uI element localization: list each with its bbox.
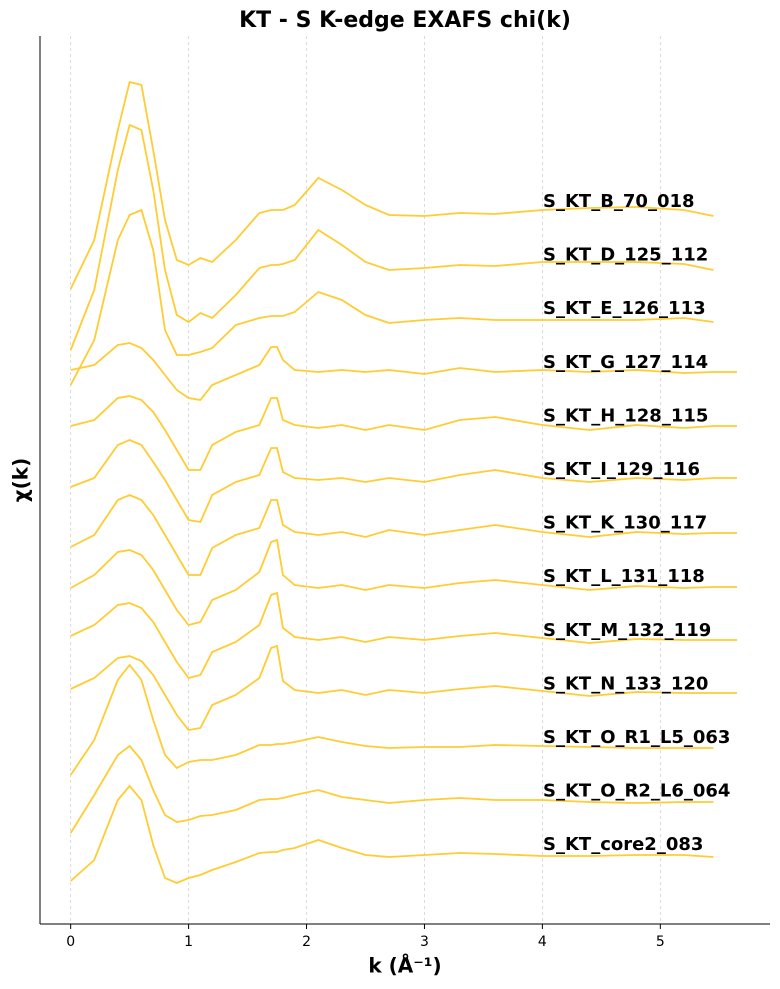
series-line — [69, 208, 714, 386]
series-line — [70, 395, 737, 471]
series-line — [70, 494, 737, 576]
x-tick-label: 3 — [420, 934, 429, 950]
series-label: S_KT_K_130_117 — [543, 513, 707, 534]
series-label: S_KT_E_126_113 — [543, 298, 706, 319]
series-label: S_KT_core2_083 — [543, 834, 703, 855]
series-label: S_KT_L_131_118 — [543, 566, 705, 587]
x-tick-label: 1 — [184, 934, 193, 950]
series-label: S_KT_B_70_018 — [543, 191, 695, 212]
series-line — [70, 538, 737, 627]
series-label: S_KT_G_127_114 — [543, 352, 708, 373]
series-label: S_KT_I_129_116 — [543, 459, 700, 480]
y-axis-label: χ(k) — [9, 458, 33, 502]
series-line — [70, 439, 737, 524]
x-axis-label: k (Å⁻¹) — [368, 954, 441, 978]
series-label: S_KT_N_133_120 — [543, 673, 708, 694]
x-tick-label: 0 — [66, 934, 75, 950]
series-line — [69, 744, 714, 834]
x-tick-label: 4 — [538, 934, 547, 950]
series-label: S_KT_M_132_119 — [543, 620, 711, 641]
series-line — [70, 644, 737, 731]
x-tick-label: 5 — [656, 934, 665, 950]
series-line — [69, 663, 714, 776]
series-label: S_KT_O_R2_L6_064 — [543, 781, 730, 802]
series-line — [69, 123, 714, 351]
chart-title: KT - S K-edge EXAFS chi(k) — [239, 8, 571, 33]
series-line — [69, 80, 714, 290]
series-line — [70, 342, 737, 401]
series-label: S_KT_O_R1_L5_063 — [543, 727, 730, 748]
series-label: S_KT_H_128_115 — [543, 405, 708, 426]
series-line — [70, 591, 737, 680]
series-line — [70, 784, 714, 884]
series-label: S_KT_D_125_112 — [543, 245, 708, 266]
x-tick-label: 2 — [302, 934, 311, 950]
